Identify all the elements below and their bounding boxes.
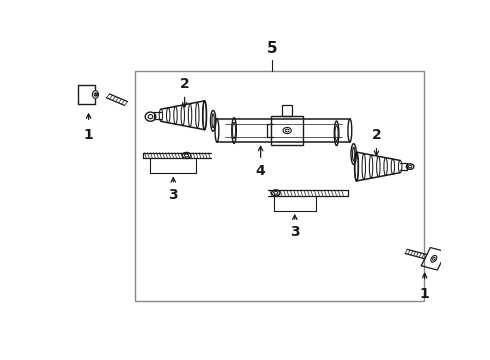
Bar bbox=[282, 105, 292, 116]
Text: 5: 5 bbox=[267, 41, 277, 56]
Text: 2: 2 bbox=[371, 128, 381, 142]
Bar bbox=[135, 71, 424, 301]
Ellipse shape bbox=[185, 154, 189, 157]
Text: 3: 3 bbox=[290, 225, 299, 239]
Ellipse shape bbox=[408, 165, 412, 168]
Text: 1: 1 bbox=[84, 128, 94, 142]
Ellipse shape bbox=[433, 257, 435, 260]
Text: 1: 1 bbox=[420, 287, 430, 301]
Text: 3: 3 bbox=[169, 188, 178, 202]
Text: 2: 2 bbox=[180, 77, 190, 91]
Ellipse shape bbox=[94, 93, 97, 96]
Text: 4: 4 bbox=[256, 163, 266, 177]
Ellipse shape bbox=[274, 192, 278, 194]
Ellipse shape bbox=[285, 129, 289, 132]
Bar bbox=[271, 116, 303, 145]
